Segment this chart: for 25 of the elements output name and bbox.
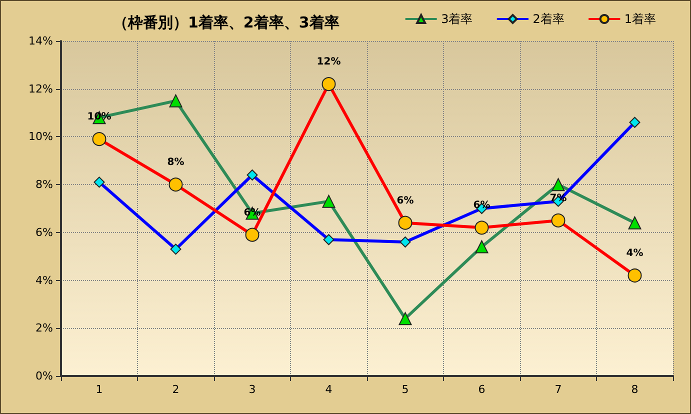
legend-label: 3着率	[441, 12, 473, 26]
y-tick-label: 4%	[36, 274, 53, 287]
y-tick-label: 0%	[36, 370, 53, 382]
data-label: 7%	[550, 192, 567, 204]
x-tick-label: 8	[631, 383, 638, 396]
x-tick-label: 7	[554, 383, 562, 396]
x-tick-label: 6	[478, 383, 486, 396]
y-tick-label: 6%	[36, 226, 53, 239]
y-tick-label: 12%	[28, 82, 53, 96]
x-tick-label: 4	[325, 383, 332, 396]
data-label: 8%	[167, 157, 184, 168]
y-tick-label: 8%	[36, 178, 53, 192]
data-label: 6%	[396, 195, 414, 206]
x-tick-label: 2	[172, 383, 180, 396]
chart-title: （枠番別）1着率、2着率、3着率	[113, 14, 340, 32]
y-tick-label: 14%	[28, 34, 53, 48]
y-tick-label: 2%	[36, 322, 53, 335]
x-tick-label: 1	[96, 383, 103, 396]
legend-label: 1着率	[624, 12, 656, 26]
data-label: 4%	[626, 248, 644, 259]
legend-label: 2着率	[532, 12, 564, 26]
data-label: 12%	[316, 56, 341, 68]
x-tick-label: 5	[402, 383, 409, 396]
y-tick-label: 10%	[28, 130, 53, 144]
x-tick-label: 3	[248, 383, 256, 396]
